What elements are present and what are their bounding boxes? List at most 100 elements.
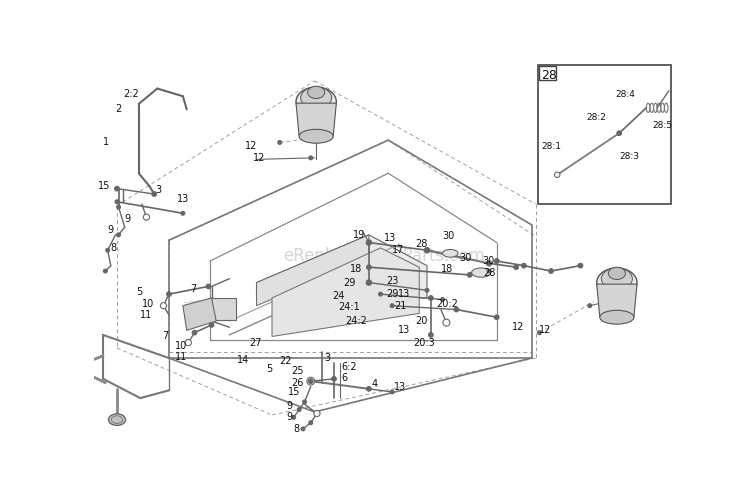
Text: 19: 19 <box>353 230 366 240</box>
Text: 13: 13 <box>394 381 406 392</box>
Circle shape <box>206 284 211 288</box>
Text: 28: 28 <box>416 239 428 249</box>
Text: 8: 8 <box>294 424 300 434</box>
Circle shape <box>308 379 313 383</box>
Ellipse shape <box>308 86 325 98</box>
Text: 24:1: 24:1 <box>338 302 360 312</box>
Circle shape <box>116 205 121 209</box>
Text: 18: 18 <box>350 264 361 274</box>
Text: 3: 3 <box>325 353 331 363</box>
Text: 30: 30 <box>483 256 495 266</box>
Text: 8: 8 <box>111 243 117 253</box>
Text: 29: 29 <box>387 289 399 299</box>
Circle shape <box>307 377 315 385</box>
Text: 30: 30 <box>442 231 454 242</box>
Circle shape <box>185 339 191 346</box>
Text: 5: 5 <box>266 364 272 374</box>
Ellipse shape <box>109 414 125 425</box>
Circle shape <box>209 323 214 327</box>
Circle shape <box>366 280 371 285</box>
Circle shape <box>390 390 394 394</box>
Text: 12: 12 <box>512 322 525 332</box>
Circle shape <box>424 247 430 253</box>
Text: 9: 9 <box>286 401 292 411</box>
Text: 10: 10 <box>175 341 188 352</box>
Circle shape <box>494 315 499 320</box>
Bar <box>538 65 671 204</box>
Text: 20:3: 20:3 <box>413 337 435 348</box>
Circle shape <box>367 386 371 391</box>
Circle shape <box>309 421 313 425</box>
Circle shape <box>454 307 459 312</box>
Circle shape <box>390 304 394 308</box>
Text: 28:5: 28:5 <box>652 121 673 130</box>
Bar <box>538 66 556 80</box>
Text: 28: 28 <box>483 268 495 278</box>
Text: 3: 3 <box>156 185 162 195</box>
Text: 6: 6 <box>342 373 348 383</box>
Circle shape <box>494 259 499 263</box>
Text: 23: 23 <box>387 276 399 286</box>
Circle shape <box>152 192 157 196</box>
Circle shape <box>440 297 445 301</box>
Polygon shape <box>296 103 336 136</box>
Text: 13: 13 <box>398 326 410 335</box>
Circle shape <box>192 330 196 335</box>
Ellipse shape <box>299 129 333 143</box>
Circle shape <box>309 156 313 160</box>
Text: 26: 26 <box>291 378 304 388</box>
Circle shape <box>332 376 336 381</box>
Text: 11: 11 <box>175 352 188 362</box>
Text: 18: 18 <box>441 264 453 274</box>
Text: 15: 15 <box>287 387 300 397</box>
Circle shape <box>160 303 166 309</box>
Polygon shape <box>256 235 427 298</box>
Text: 5: 5 <box>136 287 142 297</box>
Text: eReplacementParts.com: eReplacementParts.com <box>284 247 485 265</box>
Text: 12: 12 <box>244 140 257 151</box>
Text: 4: 4 <box>371 379 377 389</box>
Text: 17: 17 <box>392 245 404 255</box>
Text: 10: 10 <box>142 299 154 309</box>
Circle shape <box>514 265 518 270</box>
Circle shape <box>181 211 184 215</box>
Circle shape <box>680 111 685 116</box>
Polygon shape <box>272 248 419 336</box>
Text: 7: 7 <box>190 284 196 294</box>
Circle shape <box>578 263 583 268</box>
Circle shape <box>616 131 622 135</box>
Text: 14: 14 <box>237 355 249 365</box>
Text: 2: 2 <box>116 104 122 114</box>
Circle shape <box>367 281 370 285</box>
Text: 29: 29 <box>344 278 355 288</box>
Circle shape <box>115 186 119 191</box>
Text: 9: 9 <box>286 412 292 422</box>
Text: 13: 13 <box>384 233 397 243</box>
Ellipse shape <box>597 268 637 297</box>
Text: 13: 13 <box>178 195 190 205</box>
Text: 2:2: 2:2 <box>123 89 139 99</box>
Circle shape <box>487 269 491 273</box>
Circle shape <box>116 233 121 237</box>
Circle shape <box>379 292 382 296</box>
Text: 25: 25 <box>291 366 304 376</box>
Circle shape <box>106 248 109 252</box>
Text: 28:2: 28:2 <box>586 113 606 123</box>
Text: 6:2: 6:2 <box>342 362 357 372</box>
Ellipse shape <box>602 268 632 289</box>
Text: 22: 22 <box>280 356 292 366</box>
Text: 28:4: 28:4 <box>615 90 635 99</box>
Text: 9: 9 <box>108 225 114 235</box>
Circle shape <box>467 273 472 277</box>
Text: 28:3: 28:3 <box>620 152 639 161</box>
Ellipse shape <box>600 310 634 324</box>
Circle shape <box>549 269 554 273</box>
Text: 12: 12 <box>539 326 552 335</box>
Ellipse shape <box>301 87 332 109</box>
Text: 30: 30 <box>460 253 472 263</box>
Ellipse shape <box>472 268 491 277</box>
Ellipse shape <box>442 249 458 257</box>
Text: 1: 1 <box>103 137 110 147</box>
Circle shape <box>454 308 458 311</box>
Text: 9: 9 <box>124 214 130 224</box>
